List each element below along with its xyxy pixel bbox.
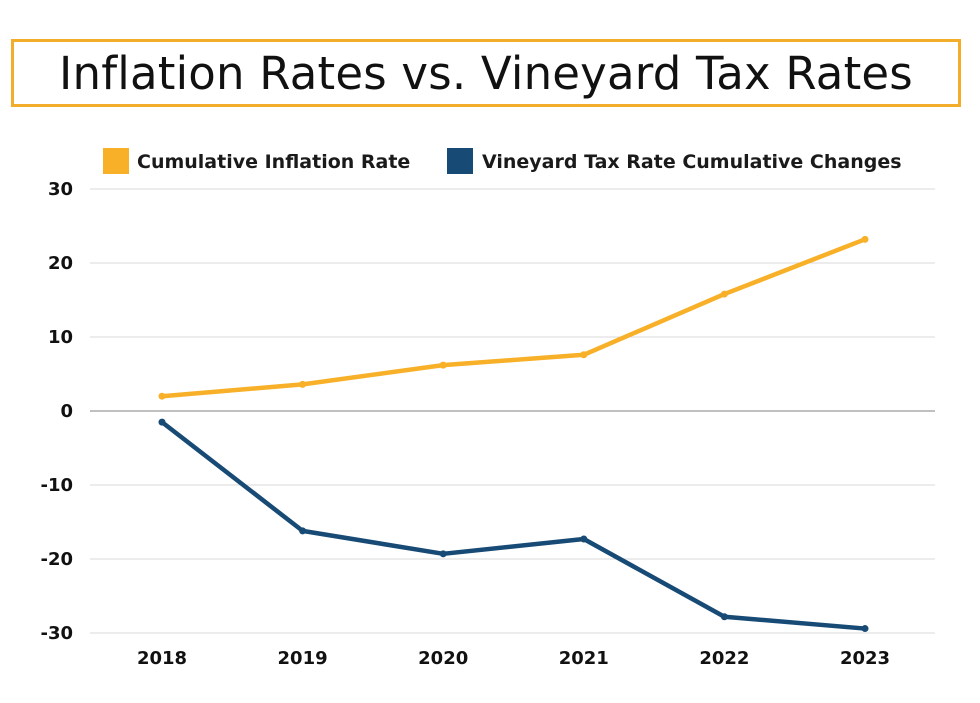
y-tick-label: -20: [40, 549, 73, 570]
data-point: [158, 418, 166, 426]
y-tick-label: 10: [48, 327, 73, 348]
data-point: [720, 613, 728, 621]
y-axis-ticks: 30 20 10 0 -10 -20 -30: [40, 179, 73, 644]
data-point: [861, 625, 869, 633]
series-lines: [158, 235, 869, 633]
data-point: [299, 527, 307, 535]
gridlines: [90, 188, 935, 634]
x-tick-label: 2020: [418, 648, 468, 669]
data-point: [861, 235, 869, 243]
y-tick-label: 20: [48, 253, 73, 274]
data-point: [580, 535, 588, 543]
y-tick-label: -10: [40, 475, 73, 496]
legend: Cumulative Inflation Rate Vineyard Tax R…: [103, 148, 902, 174]
data-point: [158, 392, 166, 400]
data-point: [580, 351, 588, 359]
chart-title-box: Inflation Rates vs. Vineyard Tax Rates: [11, 39, 961, 107]
x-tick-label: 2023: [840, 648, 890, 669]
legend-label-tax: Vineyard Tax Rate Cumulative Changes: [482, 151, 902, 173]
x-tick-label: 2021: [559, 648, 609, 669]
y-tick-label: 30: [48, 179, 73, 200]
data-point: [439, 550, 447, 558]
x-tick-label: 2022: [699, 648, 749, 669]
y-tick-label: -30: [40, 623, 73, 644]
x-tick-label: 2018: [137, 648, 187, 669]
x-axis-ticks: 2018 2019 2020 2021 2022 2023: [137, 648, 890, 669]
legend-swatch-inflation: [103, 148, 129, 174]
data-point: [720, 290, 728, 298]
data-point: [299, 380, 307, 388]
data-point: [439, 361, 447, 369]
inflation-series-line: [159, 237, 868, 399]
legend-label-inflation: Cumulative Inflation Rate: [137, 151, 410, 173]
legend-swatch-tax: [447, 148, 473, 174]
tax-series-line: [159, 419, 868, 631]
x-tick-label: 2019: [278, 648, 328, 669]
y-tick-label: 0: [60, 401, 73, 422]
chart-title: Inflation Rates vs. Vineyard Tax Rates: [59, 46, 913, 100]
